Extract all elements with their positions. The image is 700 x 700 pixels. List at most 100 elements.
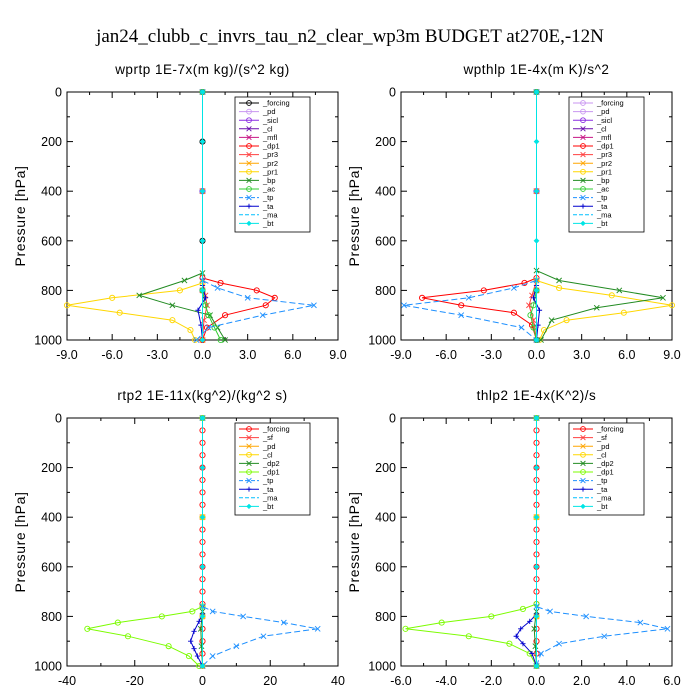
x-tick-label: -2.0 <box>481 674 503 688</box>
y-tick-label: 0 <box>389 412 396 426</box>
data-point <box>488 613 495 620</box>
data-point <box>214 285 221 291</box>
data-point <box>533 337 540 343</box>
series-pr1 <box>533 88 676 344</box>
data-point <box>202 295 209 301</box>
y-tick-label: 600 <box>41 560 62 574</box>
legend-label: _ta <box>262 202 274 211</box>
data-point <box>191 336 199 344</box>
data-point <box>419 294 426 301</box>
data-point <box>165 643 172 650</box>
panel-title: rtp2 1E-11x(kg^2)/(kg^2 s) <box>117 388 287 403</box>
data-point <box>527 312 534 319</box>
x-tick-label: 0 <box>199 674 206 688</box>
legend-label: _cl <box>262 124 273 133</box>
series-bt <box>199 415 206 669</box>
data-point <box>191 646 197 652</box>
data-point <box>199 188 206 195</box>
legend-label: _pd <box>596 107 610 116</box>
legend-label: _bp <box>596 176 610 185</box>
data-point <box>158 613 165 620</box>
data-point <box>209 653 216 659</box>
data-point <box>520 641 526 647</box>
legend-label: _sicl <box>262 116 278 125</box>
legend-marker <box>246 186 252 192</box>
legend-marker <box>580 160 586 166</box>
data-point <box>199 514 206 521</box>
data-point <box>116 309 123 316</box>
x-tick-label: 6.0 <box>284 348 301 362</box>
y-tick-label: 400 <box>41 511 62 525</box>
y-tick-label: 0 <box>389 86 396 100</box>
legend-label: _ta <box>596 202 608 211</box>
legend-marker <box>580 203 586 209</box>
legend-marker <box>246 194 252 201</box>
data-point <box>533 287 540 294</box>
legend-box <box>234 422 311 516</box>
data-point <box>233 643 240 650</box>
data-point <box>521 279 528 287</box>
series-tp <box>533 415 671 669</box>
legend-label: _bt <box>596 502 608 511</box>
y-axis-label: Pressure [hPa] <box>346 492 362 593</box>
data-point <box>262 302 269 309</box>
panel-title: wpthlp 1E-4x(m K)/s^2 <box>463 62 610 77</box>
data-point <box>253 287 260 294</box>
data-point <box>601 633 608 640</box>
x-tick-label: 3.0 <box>239 348 256 362</box>
data-point <box>109 294 116 301</box>
data-point <box>124 633 132 640</box>
data-point <box>637 619 644 626</box>
legend-label: _bt <box>596 219 608 228</box>
data-point <box>199 415 206 421</box>
y-tick-label: 600 <box>41 234 62 248</box>
legend-marker <box>246 486 252 492</box>
data-point <box>458 312 465 319</box>
data-point <box>176 287 183 294</box>
y-tick-label: 200 <box>41 461 62 475</box>
legend-marker <box>580 134 586 141</box>
data-point <box>593 304 600 311</box>
data-point <box>532 643 539 650</box>
data-point <box>244 294 251 301</box>
legend-label: _mfl <box>262 133 278 142</box>
data-point <box>314 625 321 632</box>
panel-title: wprtp 1E-7x(m kg)/(s^2 kg) <box>114 62 290 77</box>
legend-marker <box>246 460 252 467</box>
x-tick-label: 9.0 <box>663 348 680 362</box>
legend-label: _ta <box>596 485 608 494</box>
legend-marker <box>580 460 586 467</box>
legend-marker <box>580 100 586 106</box>
legend-marker <box>246 126 252 132</box>
data-point <box>169 317 176 324</box>
x-tick-label: 0.0 <box>194 348 211 362</box>
legend-label: _dp1 <box>262 142 280 151</box>
chart-panel-2: wpthlp 1E-4x(m K)/s^2 Pressure [hPa] -9.0 -… <box>346 62 681 362</box>
data-point <box>533 89 540 95</box>
legend-marker <box>246 443 252 449</box>
legend-label: _cl <box>596 450 607 459</box>
data-point <box>259 312 266 319</box>
legend-marker <box>580 220 586 227</box>
legend-marker <box>246 108 252 115</box>
x-tick-label: 4.0 <box>618 674 635 688</box>
series-line <box>202 418 318 667</box>
series-line <box>87 418 203 667</box>
series-bt <box>199 89 206 343</box>
y-tick-label: 800 <box>41 284 62 298</box>
data-point <box>531 625 538 632</box>
legend-label: _forcing <box>262 99 290 108</box>
x-tick-label: -6.0 <box>435 348 457 362</box>
data-point <box>556 640 563 647</box>
chart-panel-3: rtp2 1E-11x(kg^2)/(kg^2 s) Pressure [hPa]… <box>12 388 345 688</box>
data-point <box>533 563 540 570</box>
y-tick-label: 200 <box>375 135 396 149</box>
data-point <box>547 608 553 615</box>
y-axis-label: Pressure [hPa] <box>12 166 28 267</box>
legend-marker <box>580 177 586 184</box>
y-tick-label: 1000 <box>368 660 396 674</box>
legend-marker <box>580 469 586 475</box>
x-tick-label: -9.0 <box>390 348 412 362</box>
series-tp <box>401 89 540 343</box>
data-point <box>217 279 224 287</box>
